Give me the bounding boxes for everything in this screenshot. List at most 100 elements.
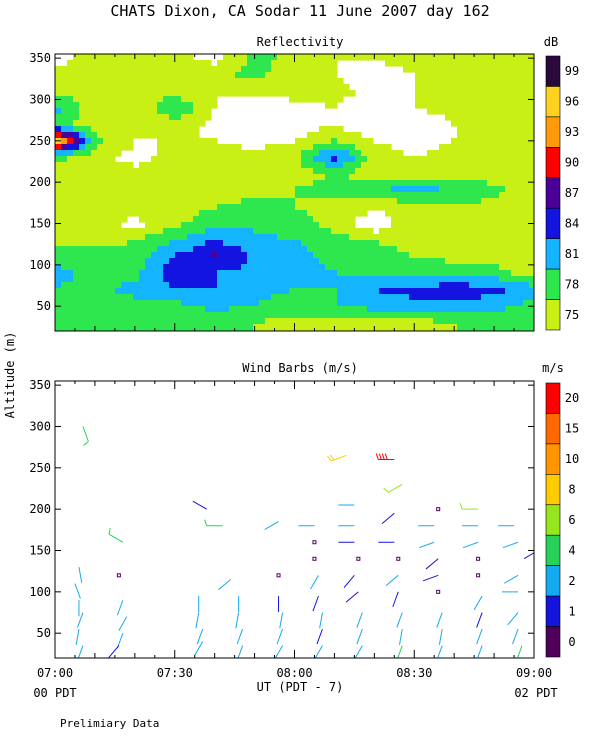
reflectivity-cell — [271, 288, 278, 295]
reflectivity-cell — [367, 180, 374, 187]
reflectivity-cell — [373, 294, 380, 301]
reflectivity-cell — [421, 282, 428, 289]
reflectivity-cell — [241, 246, 248, 253]
reflectivity-cell — [319, 294, 326, 301]
reflectivity-cell — [217, 312, 224, 319]
reflectivity-cell — [181, 150, 188, 157]
reflectivity-cell — [361, 198, 368, 205]
reflectivity-cell — [355, 306, 362, 313]
reflectivity-cell — [277, 300, 284, 307]
reflectivity-cell — [493, 84, 500, 91]
reflectivity-cell — [157, 192, 164, 199]
reflectivity-cell — [493, 222, 500, 229]
reflectivity-cell — [361, 168, 368, 175]
reflectivity-cell — [193, 300, 200, 307]
reflectivity-cell — [67, 216, 74, 223]
reflectivity-cell — [355, 282, 362, 289]
reflectivity-cell — [217, 174, 224, 181]
reflectivity-cell — [499, 270, 506, 277]
reflectivity-cell — [151, 276, 158, 283]
reflectivity-cell — [97, 276, 104, 283]
reflectivity-cell — [397, 282, 404, 289]
reflectivity-cell — [283, 72, 290, 79]
reflectivity-cell — [331, 96, 338, 103]
reflectivity-cell — [283, 270, 290, 277]
reflectivity-cell — [277, 306, 284, 313]
reflectivity-colorbar-label: 84 — [565, 216, 579, 230]
wind-barb — [385, 574, 399, 586]
reflectivity-cell — [139, 264, 146, 271]
reflectivity-cell — [85, 78, 92, 85]
reflectivity-cell — [343, 132, 350, 139]
reflectivity-cell — [523, 150, 530, 157]
reflectivity-cell — [505, 96, 512, 103]
reflectivity-cell — [85, 222, 92, 229]
reflectivity-cell — [229, 306, 236, 313]
reflectivity-cell — [241, 300, 248, 307]
reflectivity-cell — [469, 96, 476, 103]
reflectivity-cell — [529, 276, 534, 283]
reflectivity-cell — [343, 240, 350, 247]
reflectivity-cell — [301, 144, 308, 151]
reflectivity-cell — [109, 288, 116, 295]
reflectivity-cell — [193, 96, 200, 103]
reflectivity-cell — [313, 216, 320, 223]
reflectivity-cell — [103, 102, 110, 109]
reflectivity-cell — [109, 324, 116, 331]
reflectivity-cell — [91, 54, 98, 61]
reflectivity-cell — [505, 264, 512, 271]
reflectivity-cell — [271, 294, 278, 301]
reflectivity-cell — [229, 54, 236, 61]
reflectivity-cell — [307, 96, 314, 103]
reflectivity-cell — [307, 312, 314, 319]
reflectivity-cell — [139, 60, 146, 67]
reflectivity-cell — [493, 90, 500, 97]
reflectivity-cell — [169, 252, 176, 259]
reflectivity-cell — [157, 306, 164, 313]
reflectivity-cell — [175, 114, 182, 121]
reflectivity-cell — [433, 318, 440, 325]
reflectivity-cell — [463, 144, 470, 151]
reflectivity-cell — [163, 300, 170, 307]
reflectivity-cell — [523, 162, 530, 169]
reflectivity-cell — [511, 108, 518, 115]
reflectivity-cell — [253, 234, 260, 241]
reflectivity-cell — [313, 78, 320, 85]
reflectivity-cell — [193, 156, 200, 163]
reflectivity-cell — [133, 84, 140, 91]
reflectivity-cell — [247, 186, 254, 193]
reflectivity-cell — [187, 300, 194, 307]
reflectivity-cell — [169, 318, 176, 325]
reflectivity-cell — [55, 78, 62, 85]
reflectivity-cell — [517, 270, 524, 277]
reflectivity-cell — [193, 174, 200, 181]
reflectivity-cell — [385, 312, 392, 319]
reflectivity-cell — [67, 186, 74, 193]
reflectivity-cell — [475, 210, 482, 217]
reflectivity-cell — [385, 240, 392, 247]
reflectivity-cell — [523, 306, 530, 313]
reflectivity-cell — [97, 66, 104, 73]
reflectivity-cell — [349, 288, 356, 295]
reflectivity-cell — [205, 312, 212, 319]
reflectivity-cell — [529, 252, 534, 259]
reflectivity-cell — [253, 276, 260, 283]
reflectivity-cell — [415, 90, 422, 97]
reflectivity-cell — [301, 162, 308, 169]
reflectivity-cell — [337, 276, 344, 283]
reflectivity-cell — [475, 240, 482, 247]
reflectivity-cell — [151, 222, 158, 229]
reflectivity-cell — [295, 222, 302, 229]
reflectivity-cell — [523, 276, 530, 283]
reflectivity-cell — [301, 306, 308, 313]
reflectivity-cell — [127, 228, 134, 235]
reflectivity-cell — [103, 228, 110, 235]
reflectivity-cell — [235, 180, 242, 187]
reflectivity-cell — [223, 258, 230, 265]
reflectivity-cell — [229, 162, 236, 169]
reflectivity-cell — [277, 264, 284, 271]
reflectivity-cell — [181, 66, 188, 73]
reflectivity-cell — [319, 84, 326, 91]
